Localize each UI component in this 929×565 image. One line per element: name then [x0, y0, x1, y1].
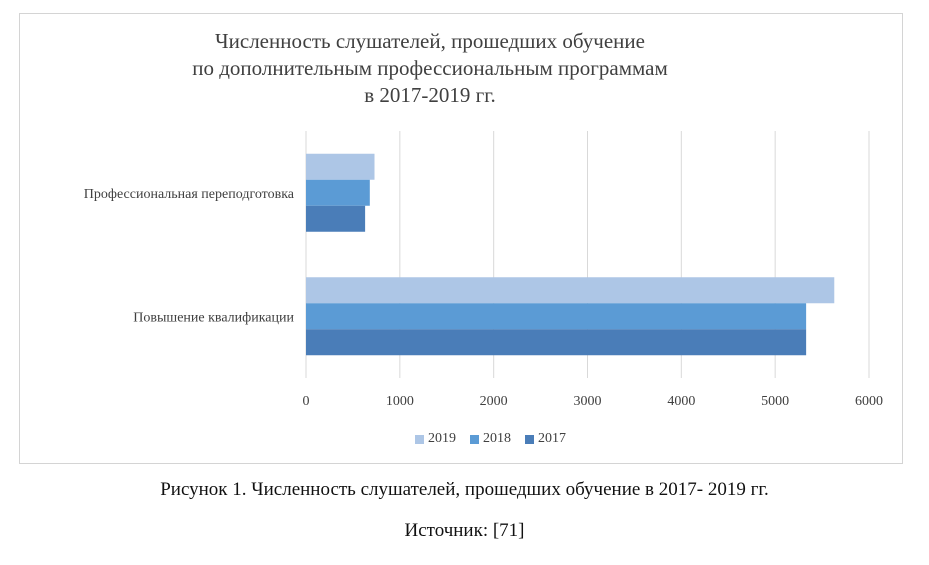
label-layer: 0 1000 2000 3000 4000 5000 6000 Профессиональна…	[84, 187, 883, 409]
chart-title-line-3: в 2017-2019 гг.	[364, 83, 496, 107]
bar-2018-category-1	[306, 303, 807, 330]
legend-swatch-2019	[415, 434, 424, 444]
chart-title: Численность слушателей, прошедших обучен…	[140, 28, 720, 109]
x-tick-label-5000: 5000	[761, 394, 789, 409]
legend-label-2017: 2017	[538, 431, 566, 446]
category-label-0: Профессиональная переподготовка	[84, 187, 295, 202]
x-tick-label-3000: 3000	[574, 394, 602, 409]
bar-layer	[306, 153, 835, 356]
bar-2017-category-1	[306, 329, 807, 356]
legend-swatch-2018	[470, 434, 479, 444]
x-tick-label-6000: 6000	[855, 394, 883, 409]
bar-2018-category-0	[306, 179, 370, 206]
category-label-1: Повышение квалификации	[133, 310, 294, 325]
bar-2019-category-0	[306, 153, 375, 180]
x-tick-label-4000: 4000	[667, 394, 695, 409]
x-tick-label-2000: 2000	[480, 394, 508, 409]
legend-item-2018: 2018	[470, 431, 511, 447]
figure-caption: Рисунок 1. Численность слушателей, проше…	[160, 479, 769, 500]
bar-2017-category-0	[306, 205, 366, 232]
bar-2019-category-1	[306, 277, 835, 304]
legend-item-2017: 2017	[525, 431, 566, 447]
chart-plot: 0 1000 2000 3000 4000 5000 6000 Профессиональна…	[84, 131, 883, 409]
chart-title-line-2: по дополнительным профессиональным прогр…	[192, 56, 668, 80]
chart-title-line-1: Численность слушателей, прошедших обучен…	[215, 29, 645, 53]
chart-frame: Численность слушателей, прошедших обучен…	[19, 13, 903, 464]
x-tick-label-0: 0	[303, 394, 310, 409]
legend-label-2018: 2018	[483, 431, 511, 446]
legend-swatch-2017	[525, 434, 534, 444]
source-caption: Источник: [71]	[404, 520, 525, 541]
x-tick-label-1000: 1000	[386, 394, 414, 409]
legend-item-2019: 2019	[415, 431, 456, 447]
chart-legend: 2019 2018 2017	[415, 431, 566, 447]
legend-label-2019: 2019	[428, 431, 456, 446]
